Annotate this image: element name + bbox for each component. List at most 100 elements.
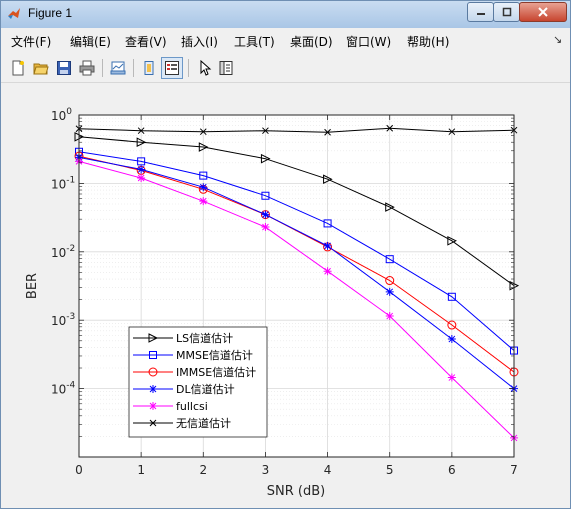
- triangle-marker: [385, 202, 395, 212]
- axis-ticks: [78, 114, 515, 458]
- series-line: [78, 127, 515, 133]
- legend-label: LS信道估计: [176, 331, 233, 345]
- show-plot-tools-button[interactable]: [161, 57, 183, 79]
- toolbar-separator: [133, 59, 134, 77]
- save-button[interactable]: [53, 57, 75, 79]
- edit-plot-arrow-icon: [200, 60, 212, 76]
- toolbar-separator: [188, 59, 189, 77]
- hide-plot-tools-icon: [144, 61, 154, 75]
- square-marker: [199, 171, 208, 180]
- menu-help[interactable]: 帮助(H): [407, 35, 450, 49]
- circle-marker: [447, 320, 457, 330]
- menu-overflow-arrow-icon[interactable]: ↘: [553, 33, 563, 46]
- square-marker: [137, 157, 146, 166]
- x-marker: [324, 128, 331, 136]
- star-marker: [149, 385, 157, 393]
- y-tick-label: 10-4: [51, 381, 76, 397]
- x-tick-label: 4: [324, 463, 332, 477]
- triangle-marker: [447, 235, 457, 246]
- legend-entry: IMMSE信道估计: [133, 365, 256, 379]
- y-tick-label: 10-3: [51, 312, 75, 328]
- legend-entry: MMSE信道估计: [133, 348, 253, 362]
- x-marker: [137, 127, 145, 135]
- close-button[interactable]: [519, 2, 567, 22]
- title-bar: Figure 1: [1, 1, 570, 28]
- link-plot-button[interactable]: [107, 57, 129, 79]
- minimize-icon: [476, 13, 485, 15]
- print-icon: [79, 60, 95, 76]
- square-marker: [261, 191, 270, 200]
- triangle-marker: [198, 142, 209, 152]
- y-tick-base: 10: [51, 109, 66, 123]
- y-tick-base: 10: [51, 314, 66, 328]
- menu-view[interactable]: 查看(V): [125, 35, 167, 49]
- circle-marker: [148, 367, 158, 377]
- open-file-button[interactable]: [30, 57, 52, 79]
- y-tick-exponent: -2: [66, 244, 75, 254]
- x-marker: [199, 128, 207, 136]
- star-marker: [149, 402, 157, 410]
- legend-label: 无信道估计: [176, 416, 231, 430]
- new-figure-icon: [12, 60, 24, 76]
- y-tick-label: 10-2: [51, 244, 75, 260]
- x-tick-label: 0: [75, 463, 83, 477]
- star-marker: [323, 241, 332, 250]
- x-tick-label: 3: [262, 463, 270, 477]
- property-inspector-button[interactable]: [215, 57, 237, 79]
- menu-desktop[interactable]: 桌面(D): [290, 35, 333, 49]
- y-tick-exponent: -1: [66, 175, 75, 185]
- star-marker: [261, 223, 270, 232]
- x-marker: [386, 124, 394, 132]
- legend-label: DL信道估计: [176, 382, 235, 396]
- star-marker: [447, 335, 456, 344]
- menu-file[interactable]: 文件(F): [11, 35, 52, 49]
- legend-entry: LS信道估计: [133, 331, 233, 345]
- figure-toolbar: [1, 54, 570, 83]
- series-line: [78, 136, 515, 287]
- star-marker: [447, 373, 456, 382]
- minimize-button[interactable]: [467, 2, 494, 22]
- x-axis-label: SNR (dB): [267, 484, 325, 499]
- menu-window[interactable]: 窗口(W): [346, 35, 392, 49]
- y-tick-label: 10-1: [51, 175, 75, 191]
- menu-insert[interactable]: 插入(I): [181, 35, 218, 49]
- x-marker: [149, 419, 157, 427]
- hide-plot-tools-button[interactable]: [138, 57, 160, 79]
- series-1: [74, 131, 520, 291]
- legend-entry: 无信道估计: [133, 416, 231, 430]
- y-axis-label: BER: [25, 273, 40, 299]
- toolbar-separator: [102, 59, 103, 77]
- x-tick-label: 7: [510, 463, 518, 477]
- menu-tools[interactable]: 工具(T): [234, 35, 275, 49]
- save-icon: [57, 61, 71, 75]
- y-tick-label: 100: [51, 107, 72, 123]
- maximize-icon: [502, 7, 511, 17]
- window-title: Figure 1: [28, 6, 73, 20]
- new-figure-button[interactable]: [7, 57, 29, 79]
- y-tick-exponent: -4: [66, 381, 75, 391]
- legend[interactable]: LS信道估计 MMSE信道估计 IMMSE信道估计 DL信道估计 fullcsi 无信道估…: [128, 326, 268, 438]
- matlab-logo-icon: [8, 8, 20, 19]
- legend-label: MMSE信道估计: [176, 348, 253, 362]
- maximize-button[interactable]: [493, 2, 520, 22]
- star-marker: [323, 267, 332, 276]
- star-marker: [137, 165, 146, 174]
- edit-plot-button[interactable]: [194, 57, 216, 79]
- x-tick-label: 5: [386, 463, 394, 477]
- triangle-marker: [136, 137, 147, 148]
- square-marker: [447, 292, 456, 301]
- x-tick-label: 2: [199, 463, 207, 477]
- square-marker: [149, 351, 157, 359]
- y-tick-base: 10: [51, 177, 66, 191]
- print-button[interactable]: [76, 57, 98, 79]
- close-icon: [538, 7, 548, 17]
- menu-edit[interactable]: 编辑(E): [70, 35, 111, 49]
- series-6: [75, 124, 518, 136]
- menu-bar: 文件(F) 编辑(E) 查看(V) 插入(I) 工具(T) 桌面(D) 窗口(W…: [1, 30, 570, 52]
- series-line: [78, 151, 515, 351]
- axes-box: [78, 114, 515, 458]
- y-tick-exponent: -3: [66, 312, 75, 322]
- legend-entry: DL信道估计: [133, 382, 235, 396]
